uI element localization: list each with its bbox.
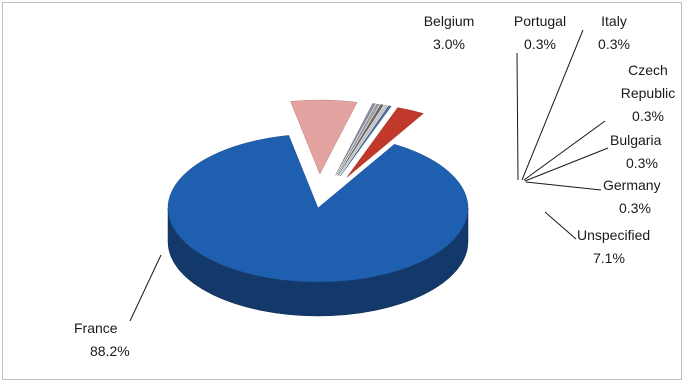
slice-value-bulgaria: 0.3% [626,155,658,171]
slice-value-france: 88.2% [90,343,130,359]
slice-portugal [340,105,392,177]
slice-label-france: France [74,320,118,336]
slice-unspecified [290,99,358,175]
slice-label-czech-republic-1: Czech [628,62,668,78]
slice-value-germany: 0.3% [619,200,651,216]
slice-label-italy: Italy [601,13,627,29]
slice-label-portugal: Portugal [514,13,566,29]
slice-label-bulgaria: Bulgaria [610,132,662,148]
leader-line-bulgaria [524,147,609,182]
slice-bulgaria [336,103,380,176]
slice-italy [338,104,388,176]
slice-value-portugal: 0.3% [524,36,556,52]
slice-value-unspecified: 7.1% [593,250,625,266]
pie-labels: France 88.2% Unspecified 7.1% Germany 0.3% Bul… [74,13,675,359]
leader-line-france [129,254,162,322]
leader-line-italy [521,29,584,181]
slice-label-belgium: Belgium [424,13,475,29]
slice-label-germany: Germany [603,177,661,193]
slice-france [167,135,469,283]
slice-label-unspecified: Unspecified [577,227,650,243]
slice-label-czech-republic-2: Republic [621,85,675,101]
slice-value-italy: 0.3% [598,36,630,52]
slice-germany [335,103,376,176]
leader-line-germany [525,181,602,191]
pie-tops [167,99,469,283]
slice-value-belgium: 3.0% [433,36,465,52]
slice-belgium [346,107,424,178]
leader-line-portugal [516,52,519,181]
leader-line-czech-republic [523,120,606,181]
leader-line-unspecified [544,211,577,240]
slice-value-czech-republic: 0.3% [632,108,664,124]
slice-czech-republic [337,104,384,176]
